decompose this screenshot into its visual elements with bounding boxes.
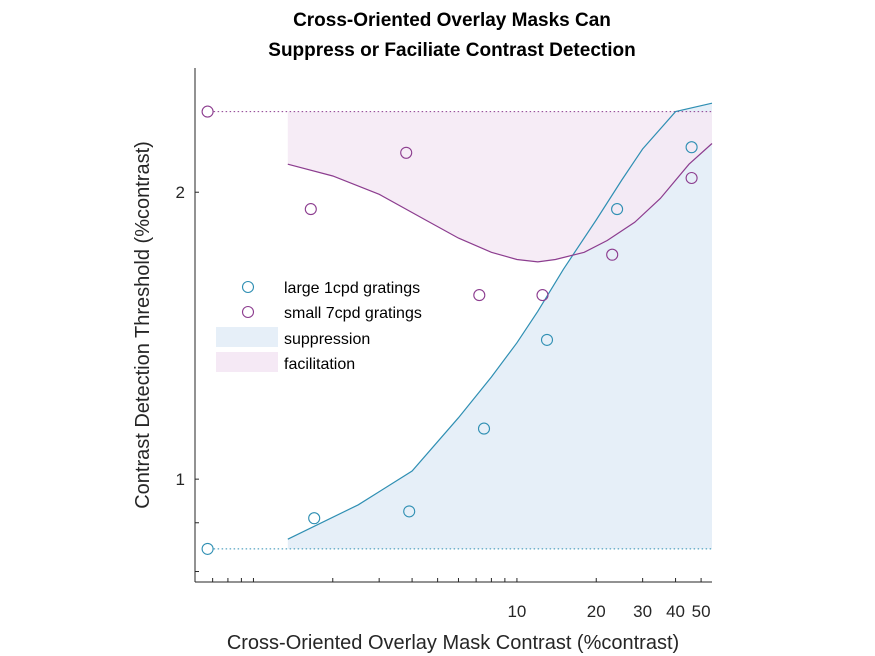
legend-label-suppression: suppression [284,331,370,348]
legend-swatch-suppression [216,327,278,347]
axes: 10 20 30 40 50 12 [176,68,712,621]
legend-marker-small-7cpd [241,305,255,319]
point-large-1cpd-gratings-5 [540,333,554,346]
y-tick-label: 2 [176,183,185,202]
legend-label-facilitation: facilitation [284,356,355,373]
point-small-7cpd-gratings-3 [400,146,413,159]
point-small-7cpd-gratings-5 [536,289,549,302]
point-small-7cpd-gratings-6 [606,248,619,261]
plot-area [201,102,713,555]
data-points [201,105,698,555]
chart-title-line-1: Cross-Oriented Overlay Masks Can [293,10,611,31]
x-tick-label: 20 [587,602,606,621]
point-small-7cpd-gratings-4 [473,289,486,302]
fit-curves [287,102,713,540]
point-large-1cpd-gratings-4 [477,422,491,435]
x-tick-label: 30 [633,602,652,621]
y-ticks: 12 [176,183,199,573]
point-small-7cpd-gratings-2 [304,203,317,216]
region-facilitation [287,111,712,262]
point-large-1cpd-gratings-2 [308,512,321,525]
chart-title: Cross-Oriented Overlay Masks Can Suppres… [268,10,635,61]
chart-title-line-2: Suppress or Faciliate Contrast Detection [268,40,635,61]
fit-curve-small-7cpd-gratings [287,143,713,263]
legend-swatch-facilitation [216,352,278,372]
x-tick-label: 50 [692,602,711,621]
legend-label-large-1cpd: large 1cpd gratings [284,280,420,297]
x-ticks: 10 20 30 40 50 [194,578,711,621]
y-tick-label: 1 [176,470,185,489]
point-small-7cpd-gratings-7 [685,171,698,185]
legend-label-small-7cpd: small 7cpd gratings [284,305,422,322]
legend: large 1cpd gratings small 7cpd gratings … [216,280,422,373]
point-large-1cpd-gratings-3 [403,505,416,518]
point-small-7cpd-gratings-1 [201,105,214,118]
reference-lines [213,111,712,550]
point-large-1cpd-gratings-1 [201,542,214,555]
fit-curve-large-1cpd-gratings [287,102,713,540]
shaded-regions [287,103,712,549]
x-axis-label: Cross-Oriented Overlay Mask Contrast (%c… [227,632,679,654]
y-axis-label: Contrast Detection Threshold (%contrast) [132,141,154,509]
x-tick-label: 40 [666,602,685,621]
x-tick-label: 10 [507,602,526,621]
point-large-1cpd-gratings-6 [611,203,624,216]
legend-marker-large-1cpd [241,280,255,294]
point-large-1cpd-gratings-7 [685,141,698,154]
